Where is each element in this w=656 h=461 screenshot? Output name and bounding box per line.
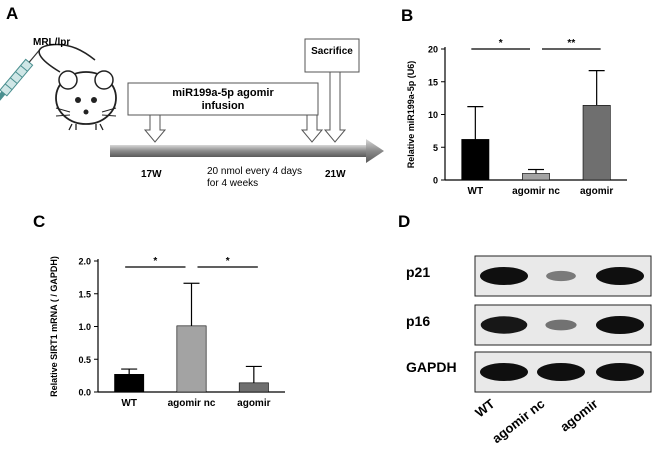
chart-b-y-tick-label: 0 — [433, 176, 438, 186]
chart-c: 0.0 0.5 1.0 1.5 2.0 WT agomir nc agomir * * Relati… — [49, 256, 285, 409]
blot-band — [545, 319, 577, 331]
sacrifice-arrow — [323, 71, 347, 143]
chart-b-x-tick-label: agomir — [580, 186, 613, 197]
sacrifice-label: Sacrifice — [311, 46, 353, 57]
blot-row-label-gapdh: GAPDH — [406, 359, 457, 375]
mouse-strain-label: MRL/lpr — [33, 37, 71, 48]
chart-b-y-axis-label: Relative miR199a-5p (U6) — [406, 61, 416, 169]
chart-c-y-tick-label: 1.0 — [78, 322, 91, 332]
chart-c-y-tick-label: 0.0 — [78, 388, 91, 398]
chart-c-y-tick-label: 1.5 — [78, 289, 91, 299]
chart-b-significance-label: * — [499, 38, 503, 49]
dose-label-line2: for 4 weeks — [207, 178, 259, 189]
chart-b-y-tick-label: 15 — [428, 77, 438, 87]
infusion-label-line2: infusion — [201, 100, 245, 112]
panel-label-d: D — [398, 212, 411, 231]
blot-row-label-p21: p21 — [406, 264, 431, 280]
chart-b-x-tick-label: WT — [468, 186, 484, 197]
blot-band — [480, 267, 528, 285]
blot-band — [596, 363, 644, 381]
panel-label-c: C — [33, 212, 46, 231]
chart-c-x-tick-label: agomir nc — [168, 398, 216, 409]
blot-band — [546, 270, 576, 282]
timeline-arrow — [110, 139, 384, 163]
start-week-label: 17W — [141, 169, 162, 180]
dose-label-line1: 20 nmol every 4 days — [207, 166, 303, 177]
syringe-icon — [0, 48, 42, 101]
blot-band — [480, 316, 528, 334]
chart-c-y-tick-label: 2.0 — [78, 257, 91, 267]
blot-row-label-p16: p16 — [406, 313, 431, 329]
chart-c-x-tick-label: agomir — [237, 398, 270, 409]
blot-band — [596, 316, 644, 334]
infusion-label-line1: miR199a-5p agomir — [172, 87, 274, 99]
chart-c-bar — [238, 382, 269, 393]
schematic-panel: MRL/lpr miR199a-5p agomir infusion Sacri… — [0, 0, 395, 205]
chart-b-x-tick-label: agomir nc — [512, 186, 560, 197]
blot-image — [474, 255, 652, 393]
infusion-end-arrow — [300, 114, 324, 143]
chart-c-bar — [114, 374, 145, 393]
chart-b-bar — [461, 139, 490, 181]
infusion-box — [127, 82, 319, 116]
chart-b-bar — [582, 105, 611, 181]
panel-label-a: A — [6, 4, 19, 23]
chart-c-y-axis-label: Relative SIRT1 mRNA ( / GAPDH) — [49, 256, 59, 397]
blot-band — [480, 363, 528, 381]
western-blot-panel: p21 p16 GAPDH WT agomir nc agomir — [395, 250, 656, 461]
blot-band — [596, 267, 644, 285]
infusion-start-arrow — [143, 114, 167, 143]
panel-label-b: B — [401, 6, 414, 25]
chart-b-y-tick-label: 5 — [433, 143, 438, 153]
blot-lane-label-agomir-nc: agomir nc — [489, 396, 548, 447]
chart-b-y-tick-label: 10 — [428, 110, 438, 120]
chart-c-bar — [176, 325, 207, 393]
sacrifice-box — [304, 38, 360, 73]
mouse-illustration — [0, 38, 384, 163]
chart-c-significance-label: * — [226, 256, 230, 267]
blot-band — [537, 363, 585, 381]
chart-b-bar — [522, 173, 550, 181]
blot-lane-label-agomir: agomir — [556, 396, 601, 435]
chart-c-significance-label: * — [153, 256, 157, 267]
chart-c-y-tick-label: 0.5 — [78, 355, 91, 365]
chart-b-y-tick-label: 20 — [428, 45, 438, 55]
end-week-label: 21W — [325, 169, 346, 180]
chart-c-x-tick-label: WT — [121, 398, 137, 409]
chart-b-significance-label: ** — [567, 38, 575, 49]
